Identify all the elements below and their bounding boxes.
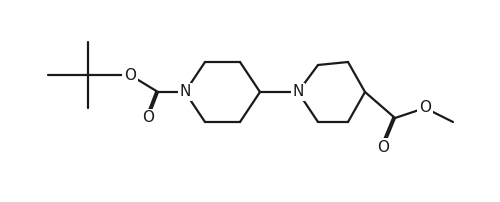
Text: O: O (419, 101, 431, 116)
Text: N: N (292, 84, 304, 100)
Text: O: O (124, 67, 136, 82)
Text: O: O (377, 140, 389, 155)
Text: N: N (180, 84, 190, 100)
Text: N: N (180, 84, 190, 100)
Text: N: N (292, 84, 304, 100)
Text: O: O (124, 67, 136, 82)
Text: N: N (292, 84, 304, 100)
Text: O: O (419, 101, 431, 116)
Text: O: O (377, 140, 389, 155)
Text: O: O (142, 110, 154, 125)
Text: O: O (142, 110, 154, 125)
Text: N: N (180, 84, 190, 100)
